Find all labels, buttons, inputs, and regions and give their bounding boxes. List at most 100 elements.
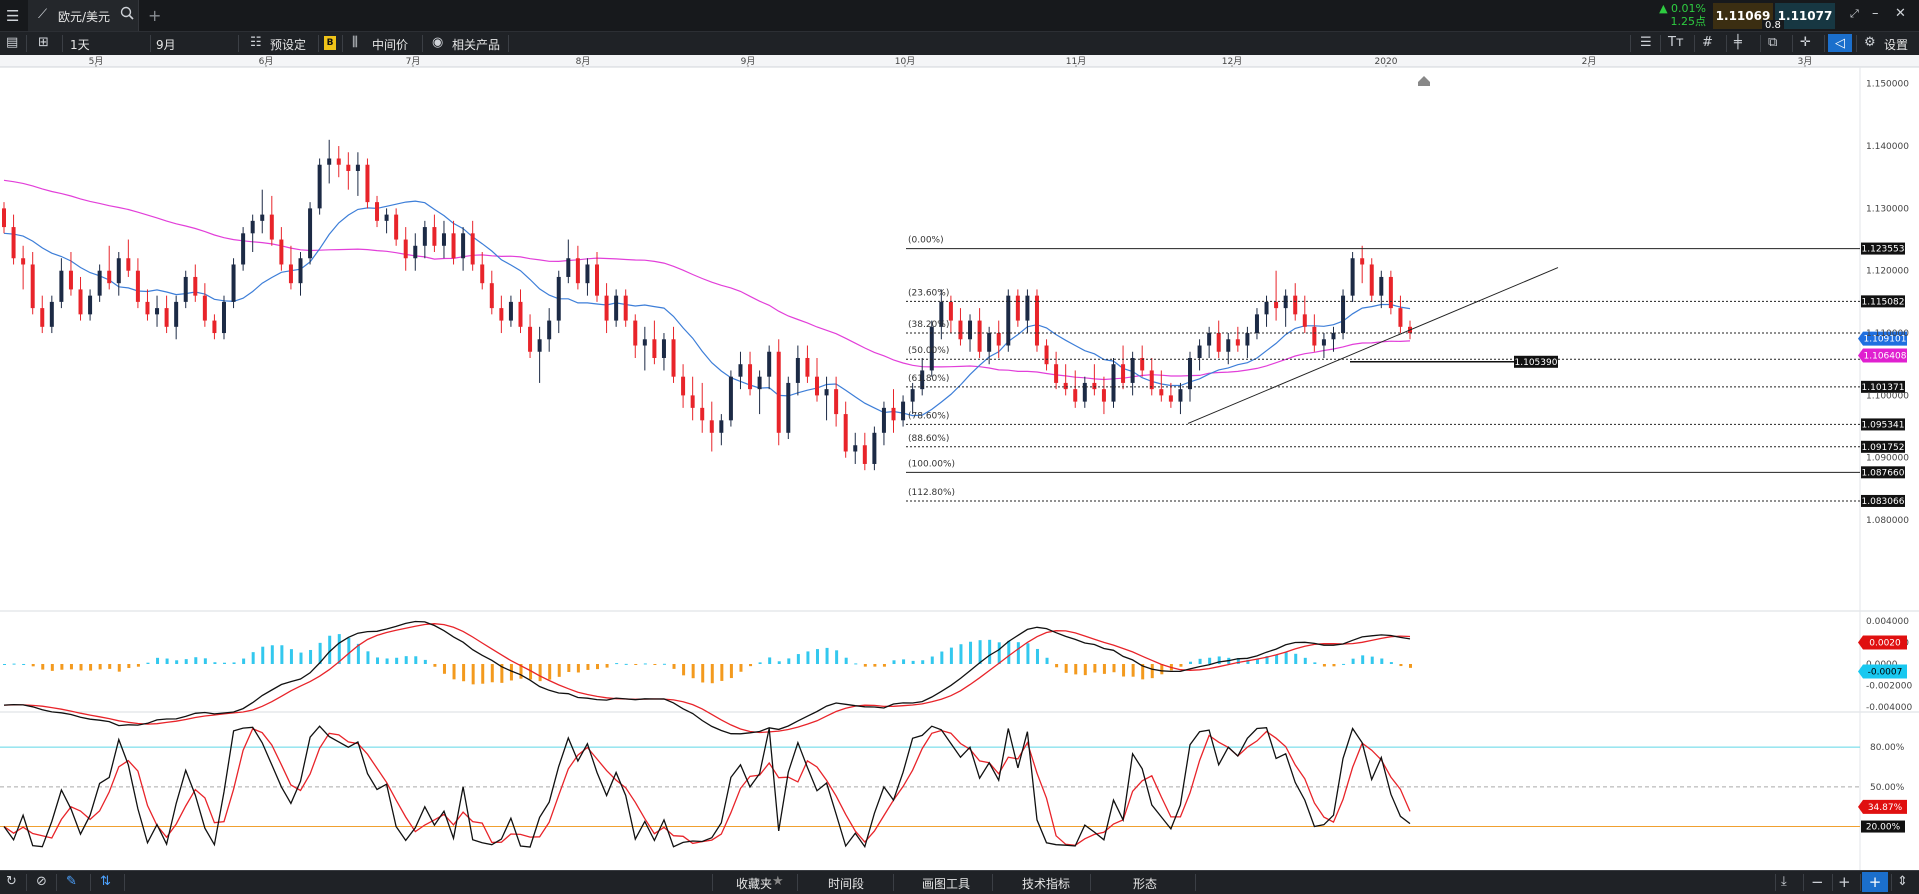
macd-histogram-bar [108, 664, 112, 669]
change-points: 1.25点 [1670, 15, 1707, 28]
candle-body [1188, 357, 1193, 390]
macd-histogram-bar [596, 664, 600, 670]
candle-body [1111, 364, 1116, 402]
zoom-out-icon[interactable]: − [1811, 873, 1824, 891]
bid-ask-toggle-icon[interactable]: B [324, 36, 336, 50]
hamburger-icon[interactable]: ☰ [6, 7, 20, 25]
presets-button[interactable]: 预设定 [270, 38, 307, 52]
gear-icon[interactable]: ⚙ [1864, 35, 1876, 50]
macd-histogram-bar [720, 664, 724, 681]
related-products-button[interactable]: 相关产品 [452, 38, 501, 52]
symbol-tab[interactable]: ⟋ 欧元/美元 [28, 0, 139, 31]
candle-body [422, 227, 427, 246]
favorites-button[interactable]: 收藏夹 [736, 877, 773, 891]
price-chart[interactable]: 5月 6月 7月 8月 9月 10月 11月 12月 2020 2月 3月 (0.00%) 1.123… [0, 55, 1919, 870]
macd-histogram-bar [309, 649, 313, 664]
macd-histogram-bar [1370, 656, 1374, 664]
grid-icon[interactable]: # [1702, 35, 1713, 50]
candle-body [929, 326, 934, 371]
macd-histogram-bar [299, 652, 303, 664]
x-tick-label: 3月 [1798, 56, 1813, 67]
layout-icon[interactable]: ⊞ [38, 35, 49, 50]
macd-histogram-bar [222, 662, 226, 664]
candle-body [432, 227, 437, 246]
crosshair-mode-icon[interactable]: + [1862, 872, 1888, 892]
close-icon[interactable]: ✕ [1895, 6, 1906, 21]
y-tick-label: 1.110000 [1866, 329, 1909, 339]
macd-histogram-bar [12, 663, 16, 665]
scroll-marker-icon[interactable] [1418, 76, 1430, 86]
midprice-button[interactable]: 中间价 [372, 38, 409, 52]
macd-histogram-bar [1208, 657, 1212, 664]
x-tick-label: 10月 [895, 56, 915, 67]
text-size-icon[interactable]: Tᴛ [1668, 35, 1684, 50]
x-tick-label: 8月 [576, 56, 591, 67]
drawing-tools-button[interactable]: 画图工具 [922, 877, 971, 891]
trend-line[interactable] [1187, 267, 1559, 424]
candle-body [757, 376, 762, 390]
star-icon[interactable]: ★ [772, 874, 784, 889]
macd-histogram-bar [844, 657, 848, 664]
candle-body [566, 258, 571, 277]
candle-body [776, 351, 781, 433]
block-icon[interactable]: ⊘ [36, 874, 47, 889]
candle-body [413, 245, 418, 259]
candle-body [1015, 295, 1020, 321]
candle-type-icon[interactable]: ╪ [1734, 35, 1742, 50]
candle-body [1197, 345, 1202, 358]
interval-selector[interactable]: 1天 [70, 38, 90, 52]
sidebar-toggle-icon[interactable]: ▤ [6, 35, 19, 50]
search-icon[interactable] [120, 6, 134, 20]
crosshair-list-icon[interactable]: ☰ [1640, 35, 1652, 50]
macd-histogram-bar [3, 664, 6, 665]
indicators-button[interactable]: 技术指标 [1022, 877, 1071, 891]
pencil-icon[interactable]: ✎ [66, 874, 77, 889]
detach-icon[interactable]: ⤢ [1850, 7, 1859, 20]
crosshair-icon[interactable]: ✛ [1800, 35, 1811, 50]
candle-body [470, 233, 475, 265]
macd-histogram-bar [701, 664, 705, 683]
minimize-icon[interactable]: – [1872, 6, 1879, 21]
candle-body [642, 339, 647, 346]
stoch-tick-label: 80.00% [1870, 743, 1905, 753]
macd-histogram-bar [1294, 653, 1298, 664]
settings-button[interactable]: 设置 [1884, 38, 1909, 52]
y-tick-label: 1.150000 [1866, 80, 1909, 90]
y-tick-label: 1.100000 [1866, 391, 1909, 401]
candle-body [1341, 295, 1346, 334]
ask-price-button[interactable]: 1.11077 [1775, 3, 1835, 29]
price-marker-value: 1.106408 [1864, 351, 1907, 361]
macd-histogram-bar [1389, 662, 1393, 664]
label-tag-icon[interactable]: ◁ [1828, 34, 1852, 52]
candle-body [394, 214, 399, 240]
fib-price-tag [1861, 466, 1905, 479]
macd-histogram-bar [710, 664, 714, 684]
horizontal-line-value: 1.105390 [1515, 358, 1558, 368]
bid-price-button[interactable]: 1.11069 [1713, 3, 1773, 29]
candle-body [155, 308, 160, 315]
macd-histogram-bar [89, 664, 93, 671]
start-date-selector[interactable]: 9月 [156, 38, 176, 52]
refresh-icon[interactable]: ↻ [6, 874, 17, 889]
x-tick-label: 12月 [1222, 56, 1242, 67]
macd-histogram-bar [1122, 664, 1126, 677]
candle-body [250, 220, 255, 234]
timeframe-button[interactable]: 时间段 [828, 877, 865, 891]
candle-body [547, 320, 552, 340]
fib-price-tag [1861, 418, 1905, 431]
add-tab-button[interactable]: + [148, 6, 162, 25]
patterns-button[interactable]: 形态 [1133, 877, 1158, 891]
swap-icon[interactable]: ⇅ [100, 874, 111, 889]
macd-histogram-bar [682, 664, 686, 676]
candle-body [1331, 333, 1336, 340]
macd-histogram-bar [242, 658, 246, 664]
stoch-value-marker [1858, 799, 1907, 814]
expand-icon[interactable]: ⤓ [1781, 874, 1787, 889]
zoom-in-icon[interactable]: + [1838, 873, 1851, 891]
copy-icon[interactable]: ⧉ [1768, 35, 1778, 50]
macd-histogram-bar [1016, 642, 1020, 664]
fit-icon[interactable]: ⇕ [1897, 874, 1908, 889]
fibonacci-retracement[interactable]: (0.00%) 1.123553 (23.60%) 1.115082 (38.20%) (… [906, 236, 1907, 507]
candle-body [375, 202, 380, 221]
macd-histogram-bar [347, 637, 351, 664]
